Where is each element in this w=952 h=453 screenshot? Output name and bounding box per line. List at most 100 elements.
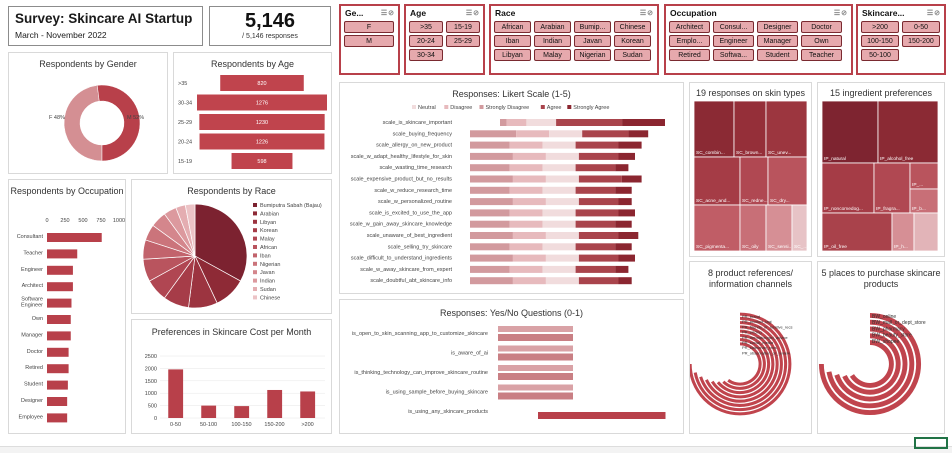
ingredient-tile-label: IP_b...: [912, 206, 926, 212]
yesno-bar-segment: [498, 326, 573, 332]
clear-filter-icon[interactable]: ☰⊘: [926, 10, 941, 17]
occupation-tick-label: Student: [24, 382, 43, 388]
gender-slice-m: [96, 84, 141, 162]
slicer-race-chip[interactable]: Bumip...: [574, 21, 611, 33]
slicer-age-chip[interactable]: 25-29: [446, 35, 480, 47]
clear-filter-icon[interactable]: ☰⊘: [639, 10, 654, 17]
slicer-occupation-chip[interactable]: Designer: [757, 21, 798, 33]
likert-tick-label: scale_unaware_of_best_ingredient: [367, 233, 453, 239]
slicer-skincare-chip[interactable]: 150-200: [902, 35, 940, 47]
slicer-age-chip[interactable]: >35: [409, 21, 443, 33]
likert-bar-segment: [556, 119, 623, 126]
date-range: March - November 2022: [15, 30, 107, 40]
skin-type-tile-label: SC_sensi...: [768, 244, 793, 250]
slicer-race-chip[interactable]: Chinese: [614, 21, 651, 33]
slicer-age-chip[interactable]: 15-19: [446, 21, 480, 33]
slicer-age[interactable]: Age ☰⊘ >35 15-19 20-24 25-29 30-34: [404, 4, 485, 75]
slicer-occupation-chip[interactable]: Engineer: [713, 35, 754, 47]
slicer-age-chip[interactable]: 30-34: [409, 49, 443, 61]
purchase-place-legend-label: BW_mall_or_dept_store: [872, 320, 926, 326]
likert-bar-segment: [470, 175, 513, 183]
likert-bar-segment: [575, 209, 619, 217]
likert-legend-label: Agree: [547, 105, 562, 111]
likert-bar-segment: [545, 198, 579, 206]
occupation-tick-label: Doctor: [27, 349, 43, 355]
slicer-skincare-chip[interactable]: 0-50: [902, 21, 940, 33]
yesno-tick-label: is_using_any_skincare_products: [408, 409, 488, 415]
slicer-skincare-chip[interactable]: >200: [861, 21, 899, 33]
product-ref-legend-label: PR_pricing: [742, 330, 762, 335]
slicer-race-chip[interactable]: Nigerian: [574, 49, 611, 61]
likert-bar-segment: [470, 220, 510, 228]
likert-chart-panel: Responses: Likert Scale (1-5) Neutral Dis…: [339, 82, 684, 294]
likert-tick-label: scale_w_away_skincare_from_expert: [360, 267, 452, 273]
slicer-gender-chip[interactable]: M: [344, 35, 394, 47]
slicer-gender-chip[interactable]: F: [344, 21, 394, 33]
product-refs-panel: 8 product references/ information channe…: [688, 261, 812, 434]
likert-bar-segment: [512, 152, 546, 160]
slicer-occupation-chip[interactable]: Own: [801, 35, 842, 47]
slicer-race-chip[interactable]: Malay: [534, 49, 571, 61]
race-legend-label: Korean: [260, 228, 278, 234]
cost-tick-label: 100-150: [231, 422, 251, 428]
skin-type-tile-label: SC_acne_and...: [696, 198, 730, 204]
selected-cell[interactable]: [914, 437, 948, 449]
product-ref-arc: [722, 338, 766, 390]
occupation-tick-label: Retired: [25, 365, 43, 371]
cost-bar: [300, 391, 316, 418]
slicer-race-chip[interactable]: Javan: [574, 35, 611, 47]
purchase-place-arc: [849, 340, 894, 388]
clear-filter-icon[interactable]: ☰⊘: [465, 10, 480, 17]
skin-types-title: 19 responses on skin types: [695, 88, 806, 98]
slicer-occupation-chip[interactable]: Emplo...: [669, 35, 710, 47]
clear-filter-icon[interactable]: ☰⊘: [833, 10, 848, 17]
likert-bar-segment: [542, 265, 576, 273]
slicer-occupation-chip[interactable]: Architect: [669, 21, 710, 33]
occupation-bar: [47, 249, 78, 259]
ingredient-tile: [821, 212, 893, 252]
product-ref-arc: [693, 316, 788, 412]
likert-bar-segment: [545, 152, 579, 160]
likert-legend-swatch: [444, 105, 449, 109]
yesno-chart-panel: Responses: Yes/No Questions (0-1) is_ope…: [339, 299, 684, 434]
slicer-race-chip[interactable]: Korean: [614, 35, 651, 47]
likert-bar-segment: [470, 141, 510, 149]
likert-bar-segment: [512, 175, 546, 183]
slicer-race-chip[interactable]: African: [494, 21, 531, 33]
slicer-occupation-chip[interactable]: Teacher: [801, 49, 842, 61]
slicer-occupation-items: Architect Consul... Designer Doctor Emplo...…: [666, 21, 851, 61]
slicer-occupation-chip[interactable]: Student: [757, 49, 798, 61]
slicer-skincare-chip[interactable]: 100-150: [861, 35, 899, 47]
skin-type-tile: [765, 204, 793, 252]
slicer-race-chip[interactable]: Libyan: [494, 49, 531, 61]
cost-tick-label: 0-50: [170, 422, 181, 428]
slicer-race[interactable]: Race ☰⊘ African Arabian Bumip... Chinese Iban…: [489, 4, 659, 75]
likert-bar-segment: [512, 232, 546, 239]
slicer-occupation-chip[interactable]: Retired: [669, 49, 710, 61]
slicer-occupation[interactable]: Occupation ☰⊘ Architect Consul... Designer D…: [664, 4, 853, 75]
race-legend-swatch: [253, 253, 257, 258]
slicer-race-chip[interactable]: Sudan: [614, 49, 651, 61]
slicer-race-chip[interactable]: Indian: [534, 35, 571, 47]
slicer-occupation-chip[interactable]: Softwa...: [713, 49, 754, 61]
slicer-age-chip[interactable]: 20-24: [409, 35, 443, 47]
slicer-occupation-chip[interactable]: Consul...: [713, 21, 754, 33]
race-legend-label: Indian: [260, 279, 275, 285]
cost-tick-label: >200: [301, 422, 313, 428]
skin-type-tile: [693, 204, 741, 252]
yesno-chart: is_open_to_skin_scanning_app_to_customiz…: [352, 326, 666, 419]
gender-label-m: M 52%: [127, 115, 144, 121]
age-data-label: 1276: [256, 101, 268, 107]
slicer-occupation-chip[interactable]: Manager: [757, 35, 798, 47]
slicer-skincare-chip[interactable]: 50-100: [861, 49, 899, 61]
clear-filter-icon[interactable]: ☰⊘: [380, 10, 395, 17]
slicer-race-chip[interactable]: Iban: [494, 35, 531, 47]
slicer-race-chip[interactable]: Arabian: [534, 21, 571, 33]
slicer-occupation-chip[interactable]: Doctor: [801, 21, 842, 33]
likert-bar-segment: [470, 186, 510, 194]
race-slice: [184, 203, 196, 257]
skin-type-tile: [693, 100, 735, 158]
likert-tick-label: scale_w_reduce_research_time: [374, 188, 452, 194]
slicer-skincare-cost[interactable]: Skincare... ☰⊘ >200 0-50 100-150 150-200 50-1…: [856, 4, 946, 75]
